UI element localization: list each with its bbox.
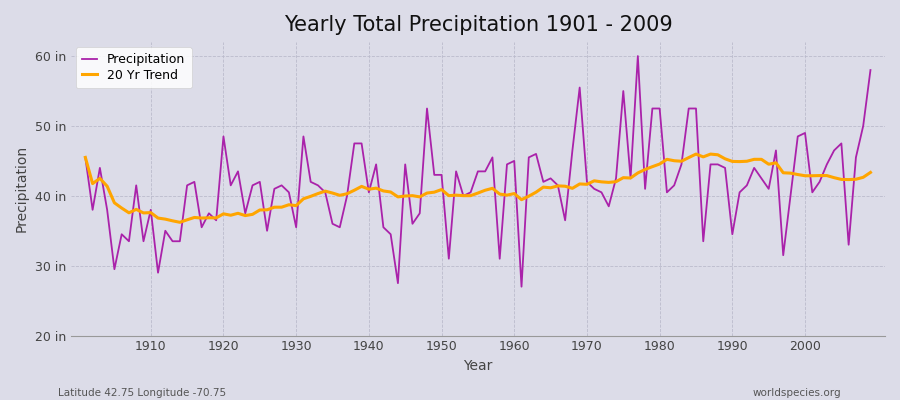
Precipitation [501, 162, 512, 167]
20 Yr Trend [603, 180, 614, 185]
Title: Yearly Total Precipitation 1901 - 2009: Yearly Total Precipitation 1901 - 2009 [284, 15, 672, 35]
20 Yr Trend [865, 170, 876, 175]
Precipitation [298, 134, 309, 139]
Precipitation [80, 155, 91, 160]
20 Yr Trend [508, 191, 519, 196]
Precipitation [516, 284, 526, 289]
Y-axis label: Precipitation: Precipitation [15, 145, 29, 232]
20 Yr Trend [138, 210, 148, 215]
20 Yr Trend [175, 220, 185, 225]
Precipitation [138, 239, 148, 244]
Precipitation [865, 68, 876, 72]
Precipitation [603, 204, 614, 209]
20 Yr Trend [690, 152, 701, 156]
X-axis label: Year: Year [464, 359, 492, 373]
Legend: Precipitation, 20 Yr Trend: Precipitation, 20 Yr Trend [76, 47, 192, 88]
20 Yr Trend [80, 155, 91, 160]
Precipitation [342, 194, 353, 198]
20 Yr Trend [516, 197, 526, 202]
Text: Latitude 42.75 Longitude -70.75: Latitude 42.75 Longitude -70.75 [58, 388, 227, 398]
20 Yr Trend [349, 188, 360, 193]
Line: 20 Yr Trend: 20 Yr Trend [86, 154, 870, 222]
20 Yr Trend [305, 194, 316, 199]
Text: worldspecies.org: worldspecies.org [753, 388, 842, 398]
Precipitation [508, 158, 519, 163]
Line: Precipitation: Precipitation [86, 56, 870, 287]
Precipitation [633, 54, 643, 58]
